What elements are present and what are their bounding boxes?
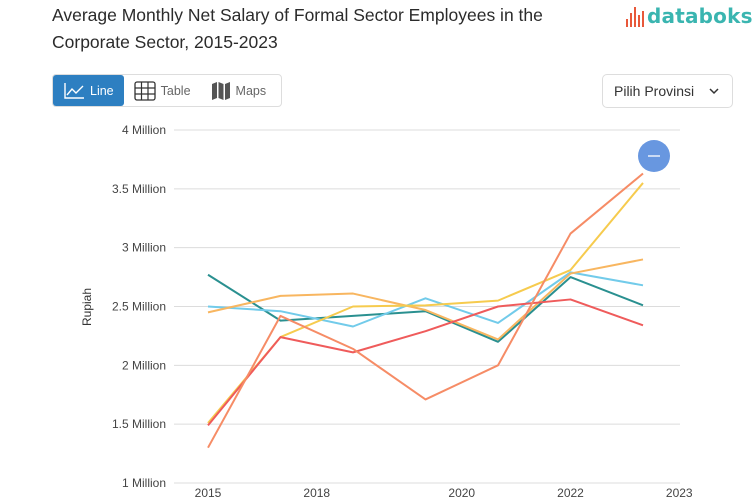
y-axis-title: Rupiah xyxy=(80,288,94,326)
y-tick-label: 3.5 Million xyxy=(112,182,166,196)
series-lines xyxy=(207,172,644,449)
tab-line[interactable]: Line xyxy=(53,75,124,106)
province-select[interactable]: Pilih Provinsi xyxy=(602,74,733,108)
tab-line-label: Line xyxy=(90,83,114,98)
x-tick-label: 2020 xyxy=(448,486,475,498)
logo-bars-icon xyxy=(626,5,644,27)
tab-table[interactable]: Table xyxy=(124,75,201,106)
line-chart-icon xyxy=(64,82,84,99)
x-axis-ticks: 2015 2018 2020 2022 2023 xyxy=(195,486,693,498)
chevron-down-icon xyxy=(709,88,719,95)
x-tick-label: 2023 xyxy=(666,486,693,498)
table-grid-icon xyxy=(133,80,156,101)
chart-title: Average Monthly Net Salary of Formal Sec… xyxy=(52,5,543,52)
y-tick-label: 2 Million xyxy=(122,358,166,372)
y-tick-label: 1 Million xyxy=(122,476,166,490)
x-tick-label: 2022 xyxy=(557,486,584,498)
databoks-logo[interactable]: databoks xyxy=(626,4,753,28)
y-tick-label: 4 Million xyxy=(122,123,166,137)
tab-table-label: Table xyxy=(160,83,191,98)
tab-maps-label: Maps xyxy=(235,83,267,98)
x-tick-label: 2015 xyxy=(195,486,222,498)
zoom-out-button[interactable] xyxy=(638,140,670,172)
y-axis-ticks: 1 Million 1.5 Million 2 Million 2.5 Million… xyxy=(112,123,166,490)
province-select-label: Pilih Provinsi xyxy=(614,83,695,99)
view-tabs: Line Table Maps xyxy=(52,74,282,107)
tab-maps[interactable]: Maps xyxy=(201,75,277,106)
x-tick-label: 2018 xyxy=(303,486,330,498)
y-tick-label: 2.5 Million xyxy=(112,300,166,314)
series-line-5[interactable] xyxy=(207,298,644,426)
y-tick-label: 3 Million xyxy=(122,241,166,255)
logo-text: databoks xyxy=(647,4,753,28)
gridlines xyxy=(174,129,680,484)
map-icon xyxy=(211,81,230,100)
y-tick-label: 1.5 Million xyxy=(112,417,166,431)
